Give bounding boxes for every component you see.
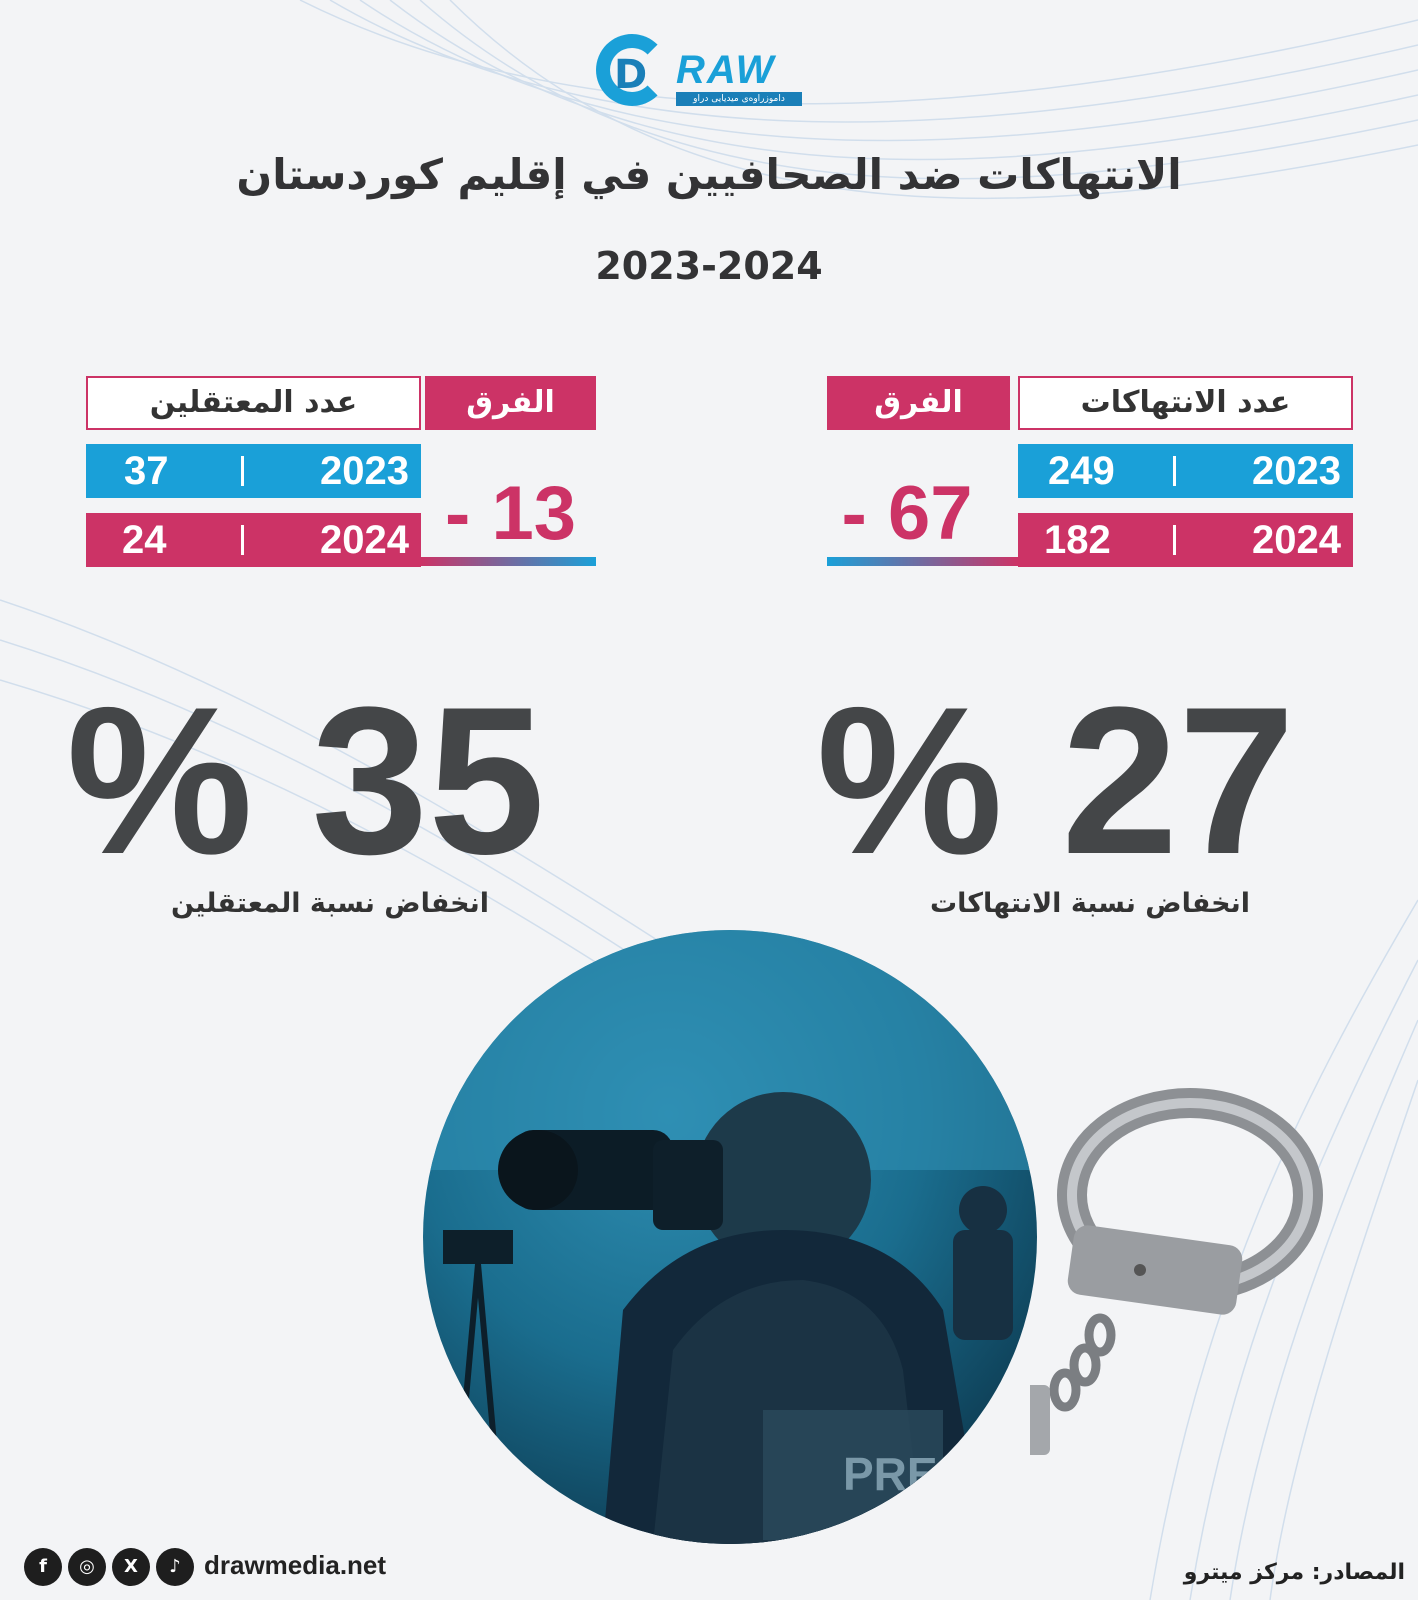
violations-caption: انخفاض نسبة الانتهاكات xyxy=(929,888,1250,919)
row-separator xyxy=(241,456,244,486)
row-separator xyxy=(1173,525,1176,555)
handcuff-illustration xyxy=(1030,1088,1323,1455)
violations-value-2023: 249 xyxy=(1048,449,1115,493)
page-subtitle: 2023-2024 xyxy=(595,244,823,288)
violations-difference: 67 - xyxy=(841,471,973,556)
violations-value-2024: 182 xyxy=(1044,518,1111,562)
x-icon[interactable]: X xyxy=(112,1548,150,1586)
detainees-year-2024: 2024 xyxy=(320,518,409,562)
violations-row-2024: 182 2024 xyxy=(1018,513,1353,567)
source-note: المصادر: مركز ميترو xyxy=(1183,1560,1405,1585)
violations-year-2024: 2024 xyxy=(1252,518,1341,562)
detainees-row-2024: 24 2024 xyxy=(86,513,421,567)
logo-letter: D xyxy=(614,52,648,98)
journalist-photo: PRESS xyxy=(423,930,1037,1544)
detainees-diff-bar xyxy=(421,557,596,566)
detainees-difference: 13 - xyxy=(445,471,576,556)
draw-logo: D RAW داموزراوەی میدیایی دراو xyxy=(596,32,826,122)
detainees-percent: 35 % xyxy=(66,663,545,898)
row-separator xyxy=(241,525,244,555)
violations-year-2023: 2023 xyxy=(1252,449,1341,493)
row-separator xyxy=(1173,456,1176,486)
detainees-value-2023: 37 xyxy=(124,449,169,493)
logo-word: RAW xyxy=(676,48,776,92)
violations-diff-bar xyxy=(827,557,1018,566)
violations-percent: 27 % xyxy=(816,663,1295,898)
page-title: الانتهاكات ضد الصحافيين في إقليم كوردستا… xyxy=(236,150,1182,199)
instagram-icon[interactable]: ◎ xyxy=(68,1548,106,1586)
facebook-icon[interactable]: f xyxy=(24,1548,62,1586)
photo-illustration: PRESS xyxy=(423,930,1037,1544)
detainees-row-2023: 37 2023 xyxy=(86,444,421,498)
detainees-value-2024: 24 xyxy=(122,518,167,562)
violations-row-2023: 249 2023 xyxy=(1018,444,1353,498)
logo-tagline: داموزراوەی میدیایی دراو xyxy=(676,92,802,106)
detainees-diff-header: الفرق xyxy=(425,376,596,430)
violations-header: عدد الانتهاكات xyxy=(1018,376,1353,430)
detainees-caption: انخفاض نسبة المعتقلين xyxy=(170,888,490,919)
detainees-year-2023: 2023 xyxy=(320,449,409,493)
violations-diff-header: الفرق xyxy=(827,376,1010,430)
detainees-header: عدد المعتقلين xyxy=(86,376,421,430)
tiktok-icon[interactable]: ♪ xyxy=(156,1548,194,1586)
website-link[interactable]: drawmedia.net xyxy=(204,1550,387,1580)
